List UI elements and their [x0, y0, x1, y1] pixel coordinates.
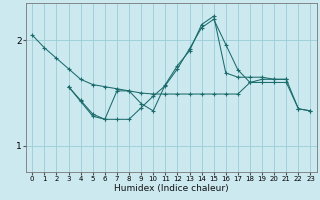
X-axis label: Humidex (Indice chaleur): Humidex (Indice chaleur) [114, 184, 229, 193]
